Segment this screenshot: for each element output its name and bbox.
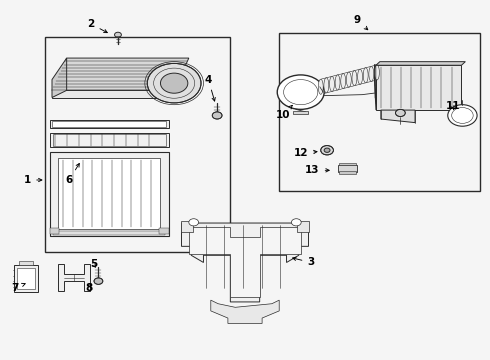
Polygon shape <box>381 110 415 123</box>
Polygon shape <box>58 264 90 291</box>
Polygon shape <box>211 300 279 323</box>
Bar <box>339 171 356 174</box>
Circle shape <box>147 63 201 103</box>
Bar <box>52 121 166 127</box>
Bar <box>376 65 462 110</box>
Polygon shape <box>376 62 465 65</box>
Bar <box>339 163 356 165</box>
Circle shape <box>277 75 324 109</box>
Circle shape <box>292 219 301 226</box>
Circle shape <box>395 109 405 117</box>
Bar <box>49 152 169 235</box>
Circle shape <box>212 112 222 119</box>
Ellipse shape <box>330 76 334 91</box>
Ellipse shape <box>318 79 323 94</box>
Bar <box>58 158 160 229</box>
Bar <box>294 111 308 114</box>
Bar <box>19 261 33 265</box>
Text: 9: 9 <box>354 15 368 30</box>
Text: 6: 6 <box>66 163 79 185</box>
Bar <box>45 37 230 252</box>
Text: 12: 12 <box>294 148 317 158</box>
Polygon shape <box>374 64 376 110</box>
Bar <box>53 134 166 145</box>
Ellipse shape <box>352 71 357 86</box>
Polygon shape <box>181 223 309 302</box>
Text: 10: 10 <box>275 105 292 121</box>
Text: 7: 7 <box>12 283 25 293</box>
Ellipse shape <box>335 75 340 90</box>
Polygon shape <box>52 90 174 98</box>
Bar <box>159 228 169 234</box>
Bar <box>14 265 38 292</box>
Text: 2: 2 <box>87 19 107 33</box>
Circle shape <box>94 278 103 284</box>
Circle shape <box>448 105 477 126</box>
Circle shape <box>324 148 330 152</box>
Bar <box>338 165 357 172</box>
Circle shape <box>160 73 188 93</box>
Bar <box>297 221 310 232</box>
Bar <box>53 230 165 235</box>
Ellipse shape <box>324 78 329 93</box>
Ellipse shape <box>374 65 379 80</box>
Text: 1: 1 <box>24 175 42 185</box>
Text: 11: 11 <box>445 102 460 112</box>
Bar <box>49 133 169 147</box>
Ellipse shape <box>358 69 363 84</box>
Circle shape <box>115 32 122 37</box>
Text: 3: 3 <box>293 257 315 267</box>
Bar <box>180 221 193 232</box>
Bar <box>17 268 35 289</box>
Polygon shape <box>52 58 189 90</box>
Text: 5: 5 <box>90 259 97 269</box>
Ellipse shape <box>369 66 374 81</box>
Text: 13: 13 <box>305 165 329 175</box>
Bar <box>49 228 59 234</box>
Polygon shape <box>189 226 301 297</box>
Circle shape <box>321 145 333 155</box>
Polygon shape <box>52 58 67 98</box>
Text: 8: 8 <box>85 283 92 293</box>
Ellipse shape <box>341 73 345 89</box>
Text: 4: 4 <box>205 75 215 101</box>
Bar <box>279 33 480 191</box>
Circle shape <box>189 219 198 226</box>
Ellipse shape <box>363 68 368 83</box>
Ellipse shape <box>346 72 351 87</box>
Bar <box>49 120 169 128</box>
